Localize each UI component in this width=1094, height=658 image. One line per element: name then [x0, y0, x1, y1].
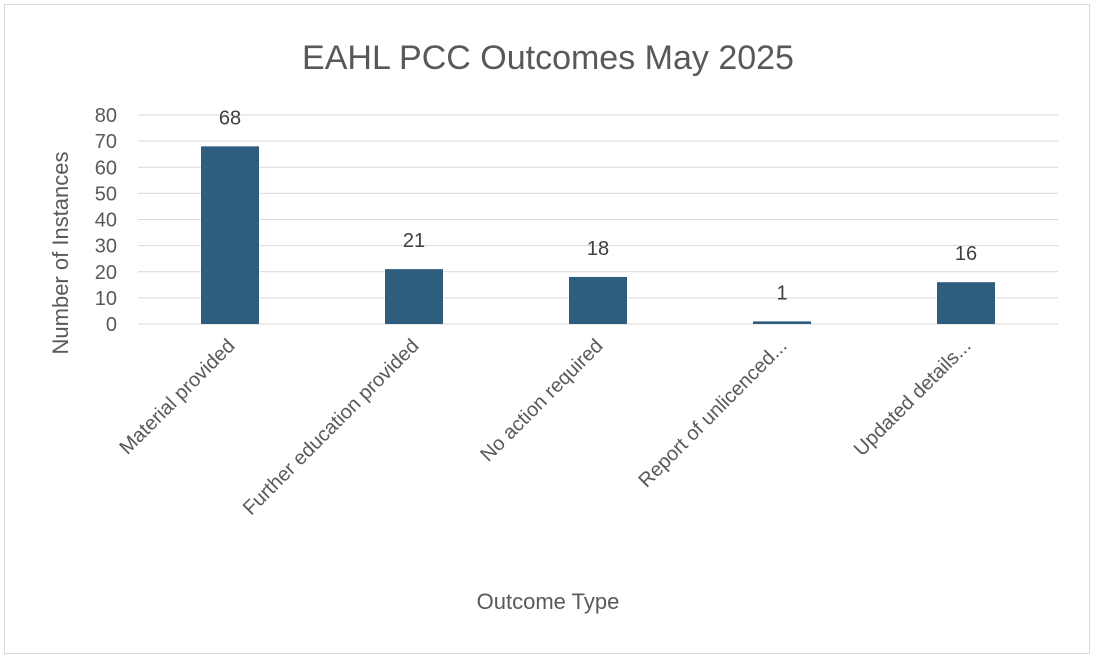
y-axis-title: Number of Instances — [48, 152, 73, 355]
x-axis-categories: Material provided Further education provi… — [115, 335, 975, 520]
bar-3 — [753, 321, 811, 324]
y-tick-label-5: 50 — [95, 183, 117, 205]
chart-title: EAHL PCC Outcomes May 2025 — [302, 39, 794, 77]
bar-1 — [385, 269, 443, 324]
y-tick-label-6: 60 — [95, 157, 117, 179]
bar-4 — [937, 282, 995, 324]
y-tick-label-7: 70 — [95, 131, 117, 153]
category-label-3: Report of unlicenced... — [634, 335, 791, 492]
data-label-4: 16 — [955, 243, 977, 265]
x-axis-title: Outcome Type — [477, 589, 620, 614]
y-tick-label-8: 80 — [95, 105, 117, 127]
gridlines — [138, 114, 1058, 325]
y-tick-label-4: 40 — [95, 210, 117, 232]
y-tick-label-1: 10 — [95, 288, 117, 310]
bar-chart: EAHL PCC Outcomes May 2025 0 10 20 30 40 50 60… — [48, 39, 1058, 614]
y-axis-ticks: 0 10 20 30 40 50 60 70 80 — [95, 105, 117, 336]
data-label-2: 18 — [587, 238, 609, 260]
bar-0 — [201, 146, 259, 324]
category-label-1: Further education provided — [239, 335, 424, 520]
data-label-3: 1 — [776, 282, 787, 304]
y-tick-label-0: 0 — [106, 314, 117, 336]
data-label-0: 68 — [219, 107, 241, 129]
chart-frame: EAHL PCC Outcomes May 2025 0 10 20 30 40 50 60… — [4, 4, 1090, 654]
y-tick-label-2: 20 — [95, 262, 117, 284]
category-label-2: No action required — [476, 335, 607, 466]
data-label-1: 21 — [403, 230, 425, 252]
category-label-0: Material provided — [115, 335, 239, 459]
data-labels: 68 21 18 1 16 — [219, 107, 977, 304]
bar-2 — [569, 276, 627, 324]
y-tick-label-3: 30 — [95, 236, 117, 258]
category-label-4: Updated details... — [850, 335, 976, 461]
bars — [201, 146, 995, 324]
